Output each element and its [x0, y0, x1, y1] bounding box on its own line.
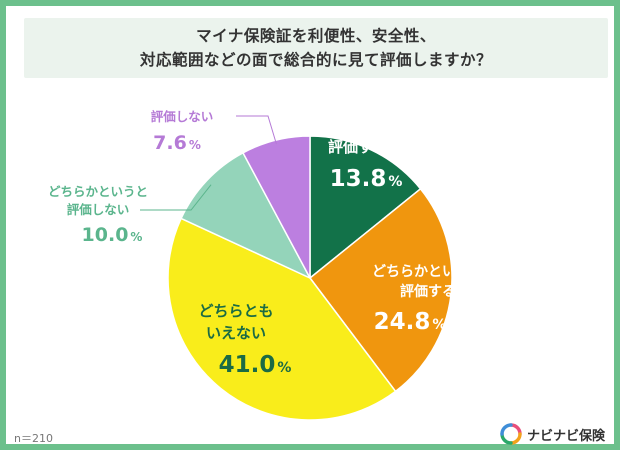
slice-value-3: 41.0% [219, 352, 292, 378]
pie-slices [167, 135, 453, 421]
sample-size-label: n＝210 [14, 432, 53, 445]
slice-label-3-line-1: どちらとも [198, 302, 273, 320]
pie-slice-2 [308, 187, 453, 393]
leader-line-5 [236, 115, 277, 145]
slice-value-4: 10.0% [82, 224, 143, 246]
pie-slice-4 [180, 151, 312, 280]
slice-label-1-line-1: 評価する [328, 138, 388, 156]
slice-label-5-line-1: 評価しない [151, 109, 214, 124]
leader-lines [140, 115, 277, 211]
slice-value-5: 7.6% [153, 132, 201, 154]
brand-logo: ナビナビ保険 [500, 422, 605, 446]
pie-slice-1 [309, 135, 422, 280]
title-box: マイナ保険証を利便性、安全性、 対応範囲などの面で総合的に見て評価しますか？ [24, 18, 608, 78]
slice-value-2: 24.8% [374, 309, 447, 335]
slice-label-2-line-1: どちらかというと [372, 264, 484, 280]
leader-line-4 [140, 184, 212, 211]
navinavi-logo-icon [500, 423, 522, 445]
title-line-2: 対応範囲などの面で総合的に見て評価しますか？ [139, 51, 492, 69]
slice-label-4-line-2: 評価しない [67, 202, 130, 217]
slice-label-2-line-2: 評価する [400, 283, 456, 300]
slice-label-3-line-2: いえない [206, 324, 266, 342]
brand-name: ナビナビ保険 [527, 428, 606, 444]
pie-slice-3 [167, 217, 397, 421]
slice-value-1: 13.8% [330, 166, 403, 192]
title-line-1: マイナ保険証を利便性、安全性、 [196, 27, 436, 45]
slice-label-4-line-1: どちらかというと [48, 184, 148, 199]
